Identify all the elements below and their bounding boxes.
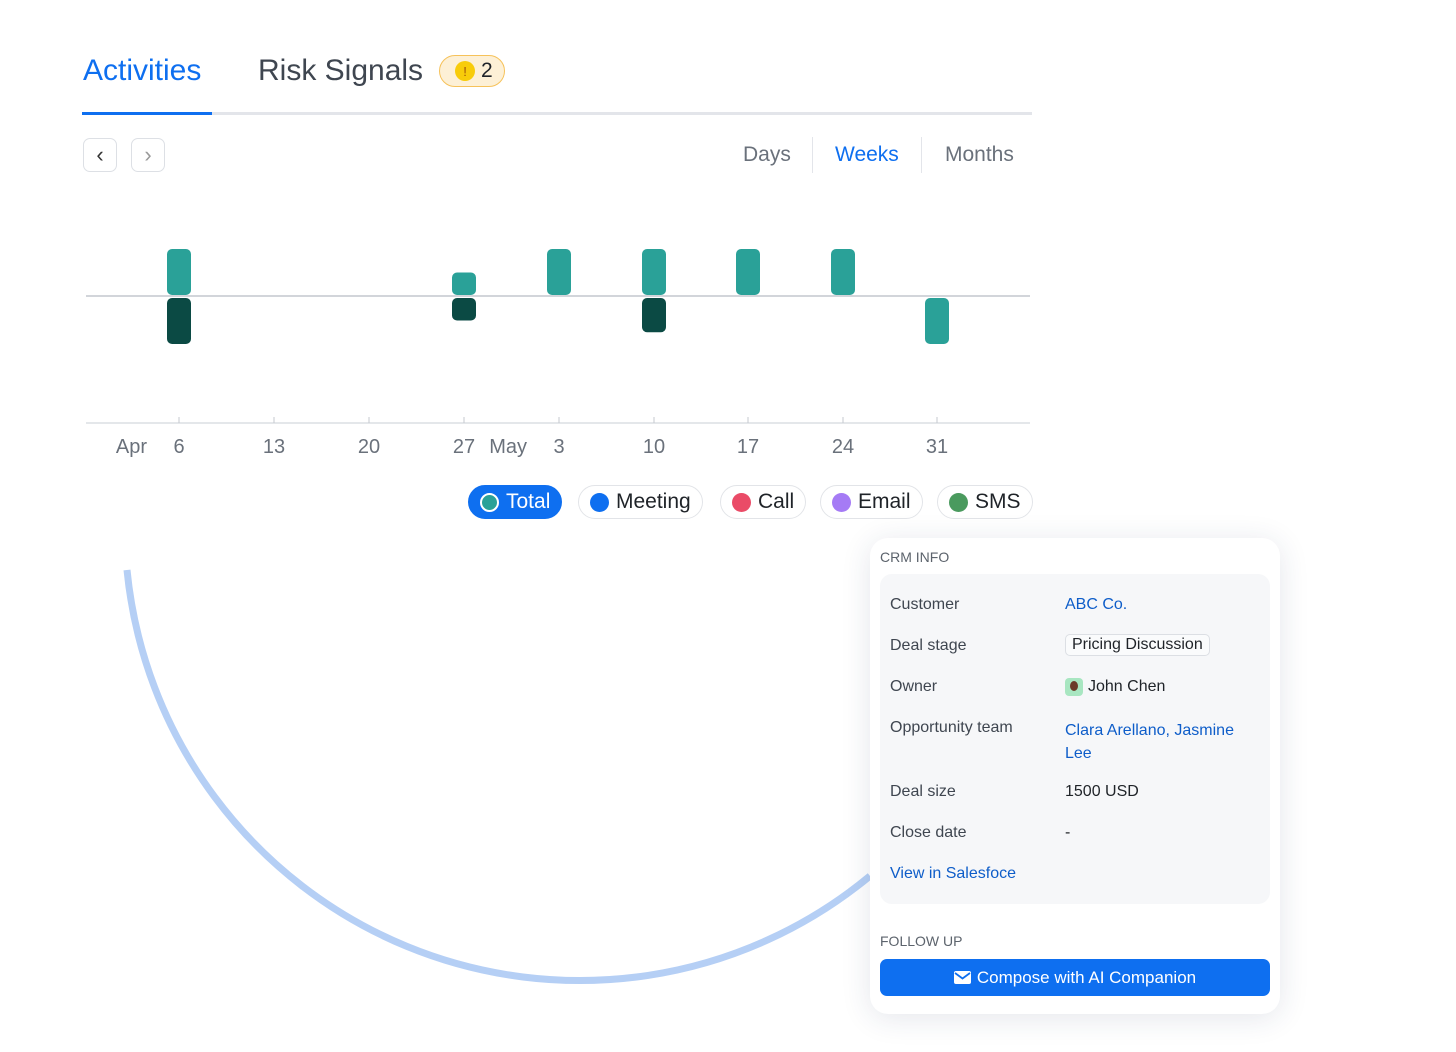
tick-label: 24 — [832, 436, 854, 458]
bar[interactable] — [925, 298, 949, 344]
compose-ai-label: Compose with AI Companion — [976, 967, 1197, 987]
deal-stage-label: Deal stage — [890, 637, 967, 654]
owner-label: Owner — [890, 678, 938, 695]
period-days[interactable]: Days — [743, 143, 791, 166]
bar[interactable] — [167, 249, 191, 295]
view-in-salesforce-link[interactable]: View in Salesfoce — [890, 865, 1016, 882]
period-months[interactable]: Months — [945, 143, 1014, 166]
legend-label: SMS — [975, 490, 1021, 513]
avatar — [1065, 678, 1083, 696]
legend-chip-email[interactable]: Email — [820, 485, 923, 519]
legend-color-icon — [832, 492, 851, 512]
owner-name: John Chen — [1088, 678, 1166, 695]
legend-chip-total[interactable]: Total — [468, 485, 563, 519]
bar[interactable] — [167, 298, 191, 344]
bar[interactable] — [452, 272, 476, 296]
previous-button[interactable]: ‹ — [83, 138, 117, 172]
tick-label: 3 — [553, 436, 564, 458]
bar[interactable] — [736, 249, 760, 295]
legend-color-icon — [590, 492, 609, 512]
tab-divider — [82, 112, 1032, 115]
close-date-label: Close date — [890, 824, 967, 841]
tick-label: 27 — [453, 436, 475, 458]
customer-label: Customer — [890, 596, 960, 613]
follow-up-title: FOLLOW UP — [880, 933, 963, 949]
tab-risk-signals[interactable]: Risk Signals — [258, 54, 424, 87]
legend-chip-sms[interactable]: SMS — [937, 485, 1033, 519]
warning-icon: ! — [455, 61, 475, 81]
bar[interactable] — [831, 249, 855, 295]
bar[interactable] — [547, 249, 571, 295]
next-button[interactable]: › — [131, 138, 165, 172]
legend-label: Call — [758, 490, 795, 513]
month-label: Apr — [116, 436, 147, 458]
crm-info-title: CRM INFO — [880, 549, 950, 565]
active-tab-indicator — [82, 112, 212, 115]
opportunity-team-link[interactable]: Clara Arellano, Jasmine Lee — [1065, 722, 1234, 762]
deal-stage-tag: Pricing Discussion — [1065, 634, 1210, 656]
deal-size-label: Deal size — [890, 783, 956, 800]
owner: John Chen — [1065, 678, 1165, 696]
bar[interactable] — [642, 298, 666, 333]
tick-label: 20 — [358, 436, 380, 458]
period-weeks[interactable]: Weeks — [835, 143, 899, 166]
legend-color-icon — [949, 492, 968, 512]
legend-chip-meeting[interactable]: Meeting — [578, 485, 703, 519]
legend-label: Total — [506, 490, 551, 513]
risk-count: 2 — [481, 59, 493, 82]
month-label: May — [489, 436, 527, 458]
crm-info-panel — [880, 574, 1270, 904]
bar[interactable] — [642, 249, 666, 295]
compose-ai-button[interactable]: Compose with AI Companion — [880, 959, 1270, 996]
tick-label: 13 — [263, 436, 285, 458]
customer-link[interactable]: ABC Co. — [1065, 596, 1128, 613]
divider — [812, 137, 813, 173]
divider — [921, 137, 922, 173]
legend-label: Email — [858, 490, 911, 513]
opportunity-team-label: Opportunity team — [890, 719, 1013, 736]
risk-count-badge: ! 2 — [439, 55, 505, 87]
legend-chip-call[interactable]: Call — [720, 485, 807, 519]
tick-label: 6 — [173, 436, 184, 458]
crm-info-card: CRM INFO Customer ABC Co. Deal stage Pri… — [870, 538, 1280, 1014]
legend-label: Meeting — [616, 490, 691, 513]
envelope-icon — [953, 971, 971, 984]
chevron-left-icon: ‹ — [96, 142, 104, 167]
tick-label: 10 — [643, 436, 665, 458]
legend-color-icon — [480, 492, 499, 512]
deal-size: 1500 USD — [1065, 783, 1139, 800]
bar[interactable] — [452, 298, 476, 321]
legend-color-icon — [732, 492, 751, 512]
tick-label: 31 — [926, 436, 948, 458]
close-date: - — [1065, 824, 1071, 841]
tab-activities[interactable]: Activities — [83, 54, 202, 87]
chevron-right-icon: › — [144, 142, 152, 167]
activity-chart: 6 13 20 27 3 10 17 24 31 Apr May — [86, 249, 1030, 458]
tick-label: 17 — [737, 436, 759, 458]
